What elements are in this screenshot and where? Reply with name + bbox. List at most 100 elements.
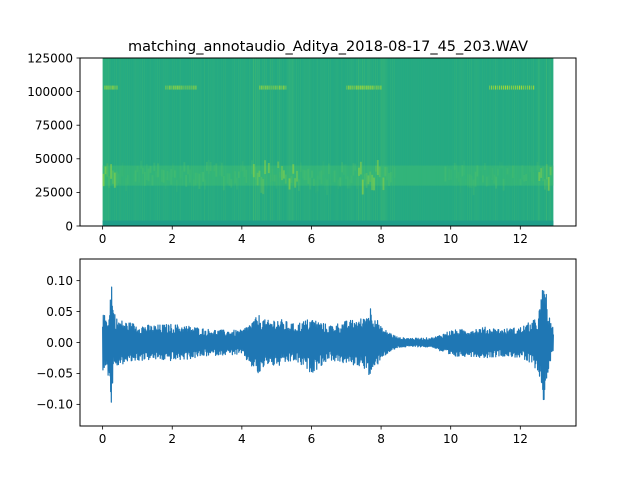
spectrogram-column <box>517 58 519 226</box>
spectrogram-column <box>155 58 157 226</box>
spectrogram-high-band-mark <box>380 85 382 90</box>
spectrogram-high-band-mark <box>528 85 531 90</box>
spectrogram-energy <box>121 162 124 177</box>
spectrogram-high-band-mark <box>187 85 189 90</box>
spectrogram-column <box>363 58 365 226</box>
spectrogram-energy <box>497 168 499 176</box>
spectrogram-energy <box>172 163 174 178</box>
spectrogram-energy <box>328 163 330 175</box>
spectrogram-energy <box>498 161 501 169</box>
y-tick-label: 0 <box>65 219 73 233</box>
spectrogram-column <box>527 58 529 226</box>
spectrogram-column <box>112 58 113 226</box>
spectrogram-energy <box>502 178 505 191</box>
spectrogram-energy <box>192 179 195 187</box>
spectrogram-high-band-mark <box>177 85 179 90</box>
spectrogram-energy <box>376 160 379 175</box>
spectrogram-column <box>315 58 316 226</box>
spectrogram-energy <box>318 171 321 180</box>
spectrogram-energy <box>388 173 390 187</box>
spectrogram-column <box>425 58 427 226</box>
spectrogram-high-band-mark <box>514 85 517 90</box>
spectrogram-energy <box>332 172 334 182</box>
spectrogram-energy <box>373 177 375 191</box>
spectrogram-column <box>442 58 444 226</box>
spectrogram-energy <box>142 167 144 174</box>
spectrogram-column <box>251 58 252 226</box>
spectrogram-column <box>455 58 457 226</box>
spectrogram-energy <box>453 162 456 170</box>
spectrogram-energy <box>140 160 143 169</box>
spectrogram-energy <box>510 173 513 188</box>
spectrogram-energy <box>483 162 486 171</box>
spectrogram-high-band-mark <box>179 85 181 90</box>
spectrogram-column <box>299 58 301 226</box>
spectrogram-column <box>461 58 463 226</box>
spectrogram-column <box>192 58 194 226</box>
spectrogram-energy <box>297 179 300 191</box>
spectrogram-column <box>324 58 326 226</box>
spectrogram-column <box>239 58 241 226</box>
spectrogram-column <box>266 58 268 226</box>
spectrogram-energy <box>480 170 482 181</box>
x-tick-label: 10 <box>443 232 458 246</box>
spectrogram-energy <box>159 163 161 172</box>
spectrogram-high-band-mark <box>167 85 169 90</box>
spectrogram-energy <box>378 166 381 178</box>
spectrogram-energy <box>127 174 129 185</box>
spectrogram-energy <box>279 171 282 178</box>
spectrogram-column <box>130 58 132 226</box>
spectrogram-energy <box>547 177 550 191</box>
spectrogram-energy <box>530 167 533 182</box>
spectrogram-energy <box>350 175 353 184</box>
spectrogram-column <box>316 58 318 226</box>
spectrogram-energy <box>129 161 131 171</box>
spectrogram-column <box>328 58 330 226</box>
spectrogram-column <box>143 58 146 226</box>
spectrogram-column <box>115 58 117 226</box>
spectrogram-column <box>341 58 343 226</box>
spectrogram-column <box>252 58 255 226</box>
spectrogram-energy <box>551 165 553 178</box>
waveform-x-ticks: 0 2 4 6 8 10 12 <box>99 426 528 446</box>
spectrogram-energy <box>252 164 255 178</box>
spectrogram-column <box>235 58 238 226</box>
spectrogram-energy <box>269 174 272 183</box>
spectrogram-column <box>501 58 502 226</box>
spectrogram-energy <box>183 162 186 172</box>
y-tick-label: 25000 <box>35 186 73 200</box>
spectrogram-column <box>110 58 112 226</box>
spectrogram-column <box>463 58 465 226</box>
spectrogram-energy <box>532 171 535 184</box>
spectrogram-energy <box>249 170 251 179</box>
spectrogram-high-band-mark <box>508 85 511 90</box>
spectrogram-high-band-mark <box>530 85 533 90</box>
waveform-axes: 0 2 4 6 8 10 12 −0.10 −0.05 0.00 0.05 0.10 <box>36 258 577 446</box>
x-tick-label: 2 <box>168 232 176 246</box>
spectrogram-energy <box>514 162 516 173</box>
spectrogram-energy <box>284 174 287 184</box>
spectrogram-column <box>369 58 371 226</box>
spectrogram-column <box>547 58 549 226</box>
spectrogram-energy <box>200 171 203 187</box>
spectrogram-column <box>354 58 355 226</box>
spectrogram-energy <box>474 171 477 187</box>
spectrogram-energy <box>450 169 452 180</box>
spectrogram-high-band-mark <box>279 85 281 90</box>
x-tick-label: 4 <box>238 232 246 246</box>
spectrogram-column <box>452 58 453 226</box>
spectrogram-column <box>294 58 296 226</box>
y-tick-label: 0.00 <box>46 336 73 350</box>
spectrogram-energy <box>508 163 511 177</box>
spectrogram-energy <box>518 176 520 189</box>
spectrogram-energy <box>104 166 107 175</box>
spectrogram-energy <box>367 175 370 185</box>
spectrogram-column <box>119 58 121 226</box>
x-tick-label: 12 <box>513 432 528 446</box>
spectrogram-column <box>224 58 226 226</box>
spectrogram-energy <box>296 170 298 182</box>
spectrogram-energy <box>198 173 201 190</box>
x-tick-label: 0 <box>99 432 107 446</box>
spectrogram-energy <box>528 161 531 173</box>
spectrogram-column <box>273 58 275 226</box>
